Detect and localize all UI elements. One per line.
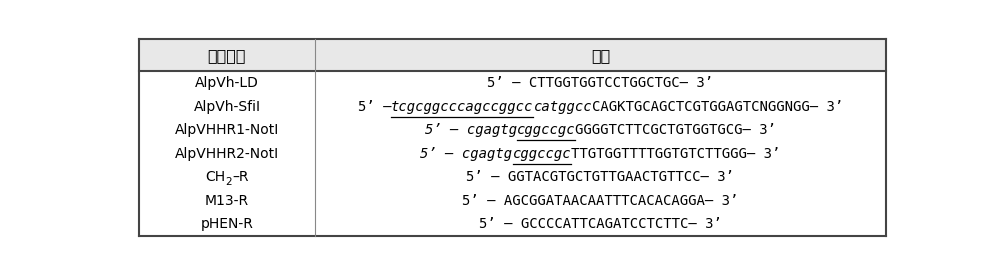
Bar [139,39,886,71]
Text: 5’ – GGTACGTGCTGTTGAACTGTTCC– 3’: 5’ – GGTACGTGCTGTTGAACTGTTCC– 3’ [466,170,734,184]
Text: AlpVHHR1-NotI: AlpVHHR1-NotI [175,123,279,137]
Text: AlpVh-LD: AlpVh-LD [195,76,259,90]
Text: cggccgc: cggccgc [513,147,571,160]
Text: 2: 2 [225,177,232,187]
Text: 5’ – GCCCCATTCAGATCCTCTTC– 3’: 5’ – GCCCCATTCAGATCCTCTTC– 3’ [479,217,722,231]
Text: catggcc: catggcc [533,100,592,114]
Text: –R: –R [232,170,249,184]
Text: cggccgc: cggccgc [517,123,575,137]
Text: pHEN-R: pHEN-R [200,217,253,231]
Text: TTGTGGTTTTGGTGTCTTGGG– 3’: TTGTGGTTTTGGTGTCTTGGG– 3’ [571,147,781,160]
Text: AlpVh-SfiI: AlpVh-SfiI [193,100,260,114]
Text: CH: CH [205,170,225,184]
Text: 5’ –: 5’ – [358,100,391,114]
Text: 5’ – AGCGGATAACAATTTCACACAGGA– 3’: 5’ – AGCGGATAACAATTTCACACAGGA– 3’ [462,194,739,208]
Text: CAGKTGCAGCTCGTGGAGTCNGGNGG– 3’: CAGKTGCAGCTCGTGGAGTCNGGNGG– 3’ [592,100,843,114]
Text: 引物名称: 引物名称 [208,48,246,63]
Text: AlpVHHR2-NotI: AlpVHHR2-NotI [175,147,279,160]
Text: 5’ – cgagtg: 5’ – cgagtg [425,123,517,137]
Text: 5’ – CTTGGTGGTCCTGGCTGC– 3’: 5’ – CTTGGTGGTCCTGGCTGC– 3’ [487,76,714,90]
Text: 5’ – cgagtg: 5’ – cgagtg [420,147,513,160]
Text: GGGGTCTTCGCTGTGGTGCG– 3’: GGGGTCTTCGCTGTGGTGCG– 3’ [575,123,776,137]
Text: M13-R: M13-R [205,194,249,208]
Text: tcgcggcccagccggcc: tcgcggcccagccggcc [391,100,533,114]
Text: 序列: 序列 [591,48,610,63]
